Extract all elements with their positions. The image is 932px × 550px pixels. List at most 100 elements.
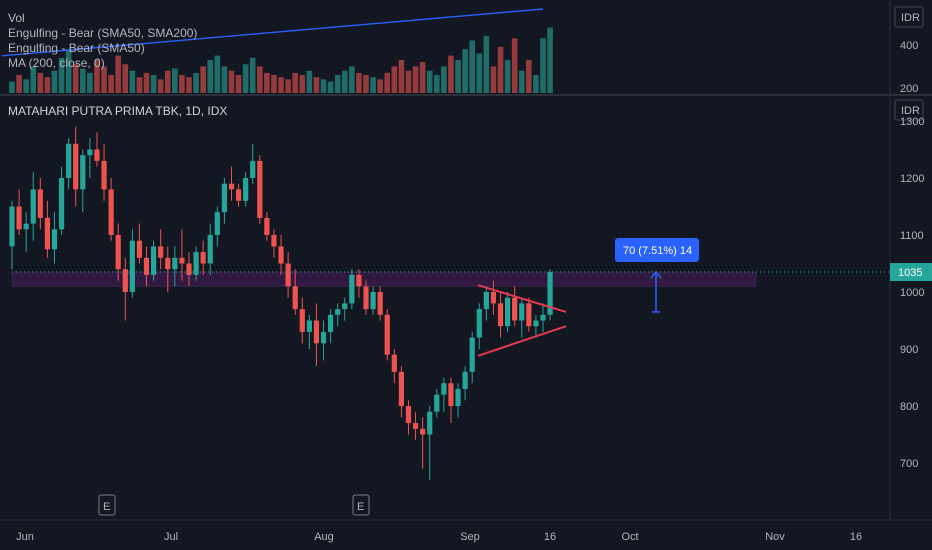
volume-bar — [526, 59, 532, 93]
volume-bar — [533, 75, 539, 93]
volume-bar — [356, 72, 362, 93]
candle-body — [490, 292, 497, 304]
volume-bar — [157, 79, 164, 93]
volume-bar — [186, 77, 192, 93]
volume-bar — [101, 66, 107, 93]
volume-bar — [9, 81, 15, 93]
volume-bar — [511, 38, 518, 93]
candle-body — [441, 383, 447, 395]
candle-body — [235, 189, 242, 201]
candle-body — [250, 160, 256, 178]
candle-body — [342, 303, 348, 310]
candle-body — [115, 235, 121, 270]
volume-bar — [320, 79, 327, 93]
candle-body — [313, 320, 320, 344]
currency-box-volume — [894, 6, 924, 28]
candle-body — [179, 257, 185, 264]
volume-bar — [87, 72, 93, 93]
volume-tick-label: 200 — [900, 83, 918, 95]
volume-bar — [363, 75, 369, 93]
volume-bar — [72, 64, 79, 93]
volume-bar — [306, 70, 313, 93]
volume-bar — [412, 66, 419, 93]
volume-bar — [37, 72, 44, 93]
measure-badge — [615, 238, 699, 262]
symbol-title: MATAHARI PUTRA PRIMA TBK, 1D, IDX — [8, 104, 228, 118]
candle-body — [16, 206, 22, 230]
volume-bar — [278, 77, 284, 93]
candle-body — [363, 286, 369, 310]
candle-body — [285, 263, 291, 287]
candle-body — [547, 272, 553, 315]
volume-bar — [249, 57, 256, 93]
candle-body — [420, 428, 426, 435]
time-tick-label: Oct — [621, 531, 638, 543]
volume-bar — [257, 66, 263, 93]
volume-bar — [108, 75, 114, 93]
volume-tick-label: 400 — [900, 40, 918, 52]
time-tick-label: 16 — [850, 531, 862, 543]
legend-engulfing-sma50-sma200[interactable]: Engulfing - Bear (SMA50, SMA200) — [8, 26, 198, 40]
candle-body — [398, 371, 404, 406]
volume-bar — [292, 72, 298, 93]
volume-bar — [419, 62, 426, 93]
earnings-marker-box — [352, 494, 370, 516]
volume-bar — [327, 81, 334, 93]
candle-body — [44, 217, 50, 250]
volume-bar — [150, 75, 157, 93]
price-tick-label: 900 — [900, 344, 918, 356]
candle-body — [335, 309, 341, 315]
volume-bar — [271, 75, 277, 93]
currency-label-price: IDR — [901, 105, 920, 117]
candle-body — [101, 160, 107, 190]
candle-body — [271, 235, 277, 247]
volume-bar — [80, 68, 86, 93]
candle-body — [200, 252, 206, 264]
legend-vol[interactable]: Vol — [8, 11, 25, 25]
volume-bar — [242, 64, 249, 93]
candle-body — [405, 406, 412, 424]
candle-body — [80, 155, 86, 190]
candle-body — [264, 217, 270, 235]
candle-body — [299, 309, 305, 332]
volume-bar — [497, 46, 504, 93]
volume-bar — [235, 75, 242, 93]
volume-bar — [483, 36, 490, 93]
volume-bar — [214, 55, 221, 93]
candle-body — [243, 178, 249, 201]
candle-body — [108, 189, 114, 235]
volume-bar — [384, 72, 391, 93]
candle-body — [384, 314, 390, 355]
volume-bar — [462, 49, 468, 93]
candle-body — [328, 314, 334, 332]
candle-body — [129, 240, 135, 292]
candle-body — [37, 189, 43, 218]
volume-bar — [164, 70, 171, 93]
candle-body — [94, 149, 100, 161]
candle-body — [505, 297, 511, 327]
candle-body — [476, 309, 482, 338]
candle-body — [469, 337, 475, 372]
volume-bar — [490, 66, 497, 93]
candle-body — [483, 292, 489, 310]
time-tick-label: 16 — [544, 531, 556, 543]
candle-body — [462, 371, 468, 389]
earnings-marker-label: E — [103, 501, 110, 513]
measure-label: 70 (7.51%) 14 — [623, 245, 692, 257]
time-tick-label: Sep — [460, 531, 480, 543]
price-tick-label: 1000 — [900, 287, 924, 299]
volume-bar — [504, 59, 511, 93]
candle-body — [58, 178, 65, 230]
candle-body — [278, 246, 284, 264]
candle-body — [73, 143, 79, 190]
triangle-lower-line — [477, 325, 567, 357]
candle-body — [455, 388, 461, 406]
legend-ma200[interactable]: MA (200, close, 0) — [8, 56, 105, 70]
volume-bar — [285, 79, 291, 93]
volume-bar — [313, 77, 320, 93]
volume-bar — [377, 79, 383, 93]
legend-engulfing-sma50[interactable]: Engulfing - Bear (SMA50) — [8, 41, 145, 55]
volume-bar — [129, 70, 136, 93]
earnings-marker-label: E — [357, 501, 364, 513]
